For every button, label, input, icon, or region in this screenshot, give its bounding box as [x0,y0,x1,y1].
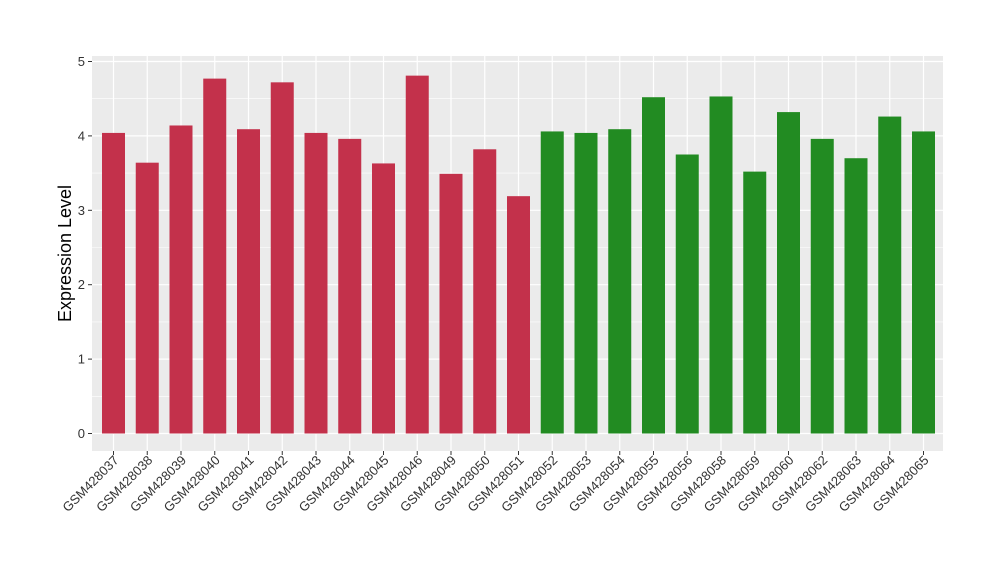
bar-gsm428051 [507,196,530,434]
bar-gsm428064 [878,116,902,434]
bar-gsm428043 [304,132,328,434]
bar-gsm428065 [912,131,935,434]
bar-gsm428044 [338,138,362,434]
bar-gsm428056 [675,154,699,434]
bar-gsm428045 [372,163,395,434]
y-tick-label: 2 [78,277,85,292]
bars [102,75,935,434]
bar-gsm428053 [574,132,598,434]
bar-gsm428058 [709,96,733,434]
bar-gsm428060 [777,112,800,434]
bar-gsm428049 [439,173,463,434]
bar-gsm428062 [810,138,834,434]
bar-gsm428037 [102,132,125,434]
bar-gsm428038 [135,162,159,434]
bar-gsm428054 [608,129,632,434]
bar-gsm428052 [540,131,564,434]
bar-gsm428050 [473,149,497,434]
y-tick-label: 3 [78,203,85,218]
bar-gsm428059 [743,171,767,434]
y-tick-label: 5 [78,54,85,69]
bar-gsm428063 [844,158,868,434]
bar-gsm428041 [237,129,260,434]
bar-gsm428040 [203,78,227,434]
bar-gsm428042 [270,82,294,434]
bar-gsm428046 [405,75,429,434]
y-tick-label: 0 [78,426,85,441]
bar-gsm428055 [642,97,665,434]
y-tick-label: 1 [78,352,85,367]
y-axis-title: Expression Level [55,185,75,322]
x-axis: GSM428037GSM428038GSM428039GSM428040GSM4… [59,451,932,515]
bar-gsm428039 [169,125,193,434]
y-axis: 0 1 2 3 4 5 [78,54,92,441]
y-tick-label: 4 [78,128,85,143]
